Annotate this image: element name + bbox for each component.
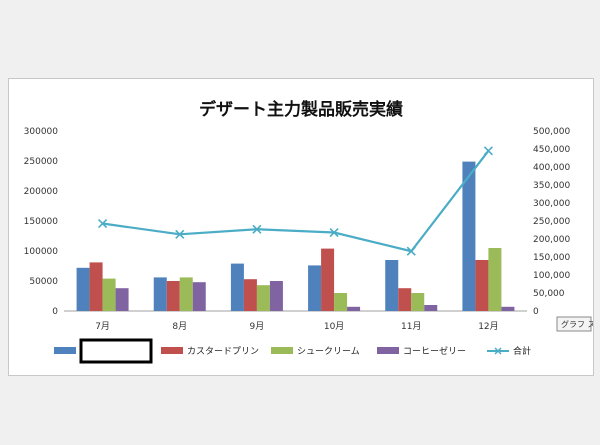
tooltip-fragment: グラフ ス: [556, 316, 593, 332]
y-tick-label: 50000: [29, 277, 58, 287]
legend-line-marker: [494, 347, 502, 355]
chart-svg: デザート主力製品販売実績 0 50000 100000 150000 200000 250…: [24, 99, 593, 364]
bar: [153, 277, 167, 311]
legend-swatch: [271, 347, 293, 354]
bar: [501, 306, 515, 311]
legend-swatch: [54, 347, 76, 354]
x-tick-label: 9月: [250, 321, 265, 332]
chart-area[interactable]: デザート主力製品販売実績 0 50000 100000 150000 200000 250…: [8, 78, 594, 376]
bar: [256, 285, 270, 311]
bar: [89, 262, 103, 311]
axes: 0 50000 100000 150000 200000 250000 300000 0 50,…: [24, 127, 571, 332]
bars: [76, 161, 515, 311]
y-tick-label: 0: [52, 307, 58, 317]
bar: [398, 288, 412, 311]
line-point-mark: [252, 224, 262, 234]
line-point-mark: [483, 146, 493, 156]
y-tick-label: 300000: [24, 127, 59, 137]
y2-tick-label: 300,000: [533, 199, 570, 209]
y2-tick-label: 100,000: [533, 271, 570, 281]
bar: [385, 260, 399, 311]
bar: [269, 281, 283, 311]
bar: [462, 161, 476, 311]
y2-tick-label: 400,000: [533, 163, 570, 173]
bar: [179, 277, 193, 311]
total-line-path: [102, 150, 490, 253]
y2-tick-label: 350,000: [533, 181, 570, 191]
bar: [102, 278, 116, 311]
x-tick-label: 7月: [95, 321, 110, 332]
x-tick-label: 10月: [324, 321, 344, 332]
bar: [475, 260, 489, 311]
x-tick-label: 12月: [478, 321, 498, 332]
line-point-mark: [98, 218, 108, 229]
y2-tick-label: 0: [533, 307, 539, 317]
line-point: [175, 229, 185, 239]
bar: [411, 293, 425, 311]
chart-title: デザート主力製品販売実績: [199, 99, 403, 120]
y-tick-label: 200000: [24, 187, 59, 197]
x-tick-label: 8月: [172, 321, 187, 332]
line-point-mark: [406, 246, 416, 256]
legend-label: カスタードプリン: [187, 346, 259, 357]
line-point: [483, 146, 493, 156]
y2-tick-label: 250,000: [533, 217, 570, 227]
y-tick-label: 250000: [24, 157, 59, 167]
x-tick-label: 11月: [401, 321, 421, 332]
line-point-mark: [175, 229, 185, 239]
line-point-mark: [329, 227, 339, 238]
tooltip-text: グラフ ス: [561, 319, 593, 329]
line-point: [329, 227, 339, 238]
y2-tick-label: 50,000: [533, 289, 565, 299]
legend: カスタードプリン シュークリーム コーヒーゼリー 合計: [54, 345, 531, 357]
legend-label: 合計: [513, 345, 531, 357]
bar: [192, 282, 206, 311]
y2-tick-label: 500,000: [533, 127, 570, 137]
bar: [321, 248, 335, 311]
line-point: [98, 218, 108, 229]
bar: [166, 281, 180, 311]
legend-swatch: [161, 347, 183, 354]
y2-tick-label: 200,000: [533, 235, 570, 245]
line-point: [406, 246, 416, 256]
line-point: [252, 224, 262, 234]
y2-tick-label: 450,000: [533, 145, 570, 155]
bar: [347, 306, 361, 311]
bar: [76, 267, 90, 311]
legend-label: シュークリーム: [297, 346, 360, 357]
bar: [424, 305, 438, 311]
bar: [334, 293, 348, 311]
redaction-box: [79, 338, 153, 364]
bar: [230, 263, 244, 311]
bar: [488, 248, 502, 311]
total-line: [98, 146, 493, 256]
bar: [308, 265, 322, 311]
legend-label: コーヒーゼリー: [403, 345, 466, 357]
bar: [243, 279, 257, 311]
legend-swatch: [377, 347, 399, 354]
y2-tick-label: 150,000: [533, 253, 570, 263]
y-tick-label: 100000: [24, 247, 59, 257]
y-tick-label: 150000: [24, 217, 59, 227]
bar: [115, 288, 129, 311]
